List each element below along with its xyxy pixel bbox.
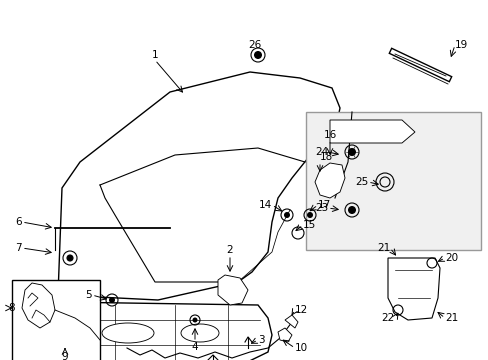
Text: 8: 8: [8, 303, 15, 313]
Text: 1: 1: [151, 50, 158, 60]
Text: 26: 26: [247, 40, 261, 50]
Circle shape: [284, 212, 289, 218]
Circle shape: [347, 206, 355, 214]
Ellipse shape: [102, 323, 154, 343]
Text: 25: 25: [354, 177, 367, 187]
Text: 20: 20: [444, 253, 457, 263]
Polygon shape: [387, 258, 439, 320]
Text: 2: 2: [226, 245, 233, 255]
Bar: [305, 112, 480, 250]
Bar: [12, 280, 100, 360]
Text: 22: 22: [381, 313, 394, 323]
Text: 16: 16: [323, 130, 336, 140]
Text: 4: 4: [191, 342, 198, 352]
Polygon shape: [58, 72, 339, 300]
Text: 24: 24: [314, 147, 327, 157]
Polygon shape: [314, 163, 345, 198]
Text: 9: 9: [61, 352, 68, 360]
Text: 3: 3: [258, 335, 264, 345]
Ellipse shape: [181, 324, 219, 342]
Text: 14: 14: [258, 200, 271, 210]
Text: 18: 18: [319, 152, 332, 162]
Text: 23: 23: [314, 203, 327, 213]
Text: 19: 19: [454, 40, 468, 50]
Text: 21: 21: [376, 243, 389, 253]
Circle shape: [67, 255, 73, 261]
Circle shape: [306, 212, 312, 218]
Polygon shape: [218, 275, 247, 305]
Text: 12: 12: [294, 305, 307, 315]
Circle shape: [347, 148, 355, 156]
Circle shape: [109, 297, 115, 303]
Circle shape: [192, 318, 197, 323]
Text: 15: 15: [303, 220, 316, 230]
Polygon shape: [285, 315, 297, 328]
Text: 17: 17: [317, 200, 330, 210]
Polygon shape: [58, 302, 271, 360]
Text: 7: 7: [15, 243, 22, 253]
Polygon shape: [22, 283, 55, 328]
Text: 5: 5: [85, 290, 92, 300]
Circle shape: [253, 51, 262, 59]
Text: 21: 21: [444, 313, 457, 323]
Text: 10: 10: [294, 343, 307, 353]
Polygon shape: [278, 328, 291, 342]
Text: 6: 6: [15, 217, 22, 227]
Polygon shape: [329, 120, 414, 143]
